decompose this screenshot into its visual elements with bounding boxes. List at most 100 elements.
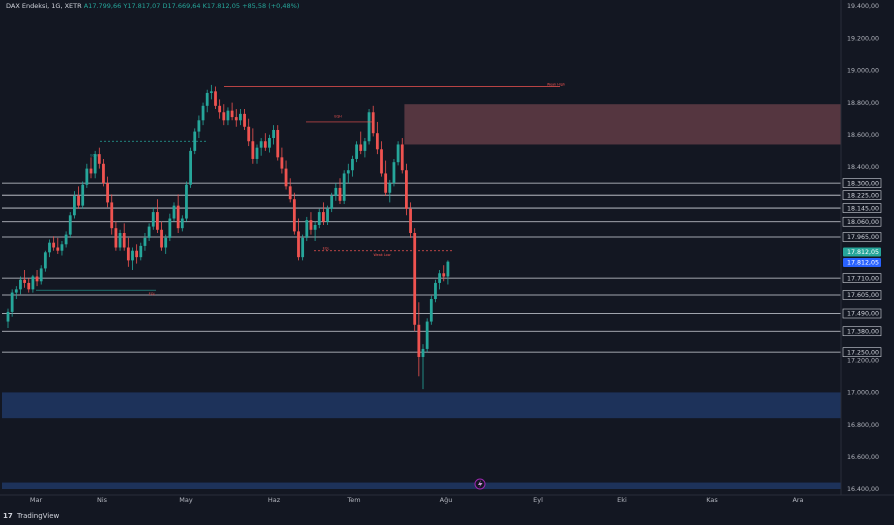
candle-body-47 <box>201 105 205 121</box>
candle-body-57 <box>243 113 246 127</box>
candle-body-53 <box>226 110 230 121</box>
price-label-green-badge <box>843 247 881 257</box>
replay-lightning-icon[interactable] <box>474 478 486 490</box>
level-label-9-frame <box>842 347 882 357</box>
candle-body-93 <box>392 162 396 184</box>
candle-body-75 <box>317 212 321 225</box>
price-label-blue-badge <box>843 257 881 267</box>
x-tick-8: Kas <box>706 496 718 504</box>
tradingview-brand[interactable]: 17 TradingView <box>3 512 59 520</box>
level-label-2-frame <box>842 203 882 213</box>
y-tick-4: 18.600,00 <box>847 132 879 139</box>
candle-body-86 <box>363 141 367 151</box>
candle-body-5 <box>27 282 31 290</box>
candle-body-27 <box>118 233 122 248</box>
candle-body-71 <box>301 237 305 258</box>
time-axis[interactable]: Mar Nis May Haz Tem Ağu Eyl Eki Kas Ara <box>30 496 804 504</box>
x-tick-0: Mar <box>30 496 43 504</box>
candle-body-60 <box>255 147 259 159</box>
candle-body-37 <box>160 229 163 248</box>
candle-body-8 <box>39 268 43 282</box>
candle-body-7 <box>35 276 39 282</box>
candle-body-58 <box>247 126 251 142</box>
candle-body-94 <box>396 144 400 163</box>
candle-body-33 <box>143 237 147 246</box>
annotation-label-1: EQH <box>90 153 98 157</box>
level-label-8: 17.380,00 <box>847 328 879 335</box>
candle-body-88 <box>371 112 375 134</box>
candle-body-39 <box>168 218 172 238</box>
y-tick-8: 16.800,00 <box>847 422 879 429</box>
candle-body-19 <box>85 168 89 185</box>
candle-body-3 <box>19 279 22 290</box>
symbol-name[interactable]: DAX Endeksi, 1G, XETR <box>6 2 82 10</box>
candle-body-45 <box>193 131 197 151</box>
level-label-7-frame <box>842 308 882 319</box>
candle-body-84 <box>355 144 358 159</box>
candle-body-90 <box>380 149 383 174</box>
x-tick-4: Tem <box>346 496 360 504</box>
candle-body-46 <box>197 120 201 132</box>
candle-body-54 <box>230 110 234 118</box>
candle-body-96 <box>405 170 408 209</box>
candle-body-101 <box>425 321 429 349</box>
candle-body-13 <box>60 244 64 251</box>
candle-body-24 <box>106 183 109 203</box>
level-label-5-frame <box>842 273 882 283</box>
annotation-label-3: EQL <box>323 247 330 251</box>
candle-body-62 <box>263 141 267 148</box>
y-tick-5: 18.400,00 <box>847 164 879 171</box>
symbol-header: DAX Endeksi, 1G, XETR A17.799,66 Y17.817… <box>6 2 299 10</box>
candle-body-85 <box>359 144 363 151</box>
candle-body-89 <box>375 133 379 150</box>
y-tick-3: 18.800,00 <box>847 100 879 107</box>
level-label-1-frame <box>842 190 882 200</box>
level-label-4-frame <box>842 232 882 242</box>
candle-body-36 <box>156 212 159 230</box>
candle-body-79 <box>334 187 338 196</box>
candle-body-82 <box>346 170 350 174</box>
candle-body-55 <box>234 117 238 121</box>
candle-body-65 <box>276 129 280 158</box>
candle-body-87 <box>367 112 371 142</box>
x-tick-1: Nis <box>97 496 108 504</box>
candle-body-23 <box>102 163 105 184</box>
annotation-label-0: Weak High <box>547 83 565 87</box>
candle-body-0 <box>6 311 10 322</box>
candle-body-41 <box>176 205 180 229</box>
change-value: +85,58 (+0,48%) <box>242 2 300 10</box>
candle-body-50 <box>214 91 217 106</box>
candle-body-104 <box>438 273 441 283</box>
candle-body-63 <box>268 138 271 148</box>
candle-body-105 <box>442 273 446 277</box>
candle-body-52 <box>222 112 226 121</box>
candle-body-15 <box>68 215 72 235</box>
candle-body-43 <box>185 184 188 219</box>
candle-body-91 <box>384 173 388 193</box>
brand-name: TradingView <box>16 512 60 520</box>
candle-body-49 <box>209 91 213 93</box>
candle-body-38 <box>164 237 168 248</box>
candle-body-61 <box>259 141 263 148</box>
candle-body-51 <box>218 105 222 113</box>
annotation-label-2: EQH <box>334 115 342 119</box>
x-tick-6: Eyl <box>533 496 543 504</box>
candle-body-97 <box>409 208 412 234</box>
level-label-8-frame <box>842 326 882 337</box>
candle-body-102 <box>429 299 433 322</box>
supply-zone-0 <box>404 104 841 145</box>
level-label-6: 17.605,00 <box>847 292 879 299</box>
candle-body-48 <box>205 92 209 106</box>
candle-body-14 <box>64 234 68 245</box>
candle-body-20 <box>89 168 93 174</box>
x-tick-7: Eki <box>617 496 627 504</box>
level-label-0-frame <box>842 178 882 188</box>
candle-body-17 <box>77 195 80 206</box>
candle-body-22 <box>97 154 101 164</box>
price-axis[interactable]: 19.400,00 19.200,00 19.000,00 18.800,00 18.6… <box>842 3 882 493</box>
candle-body-31 <box>135 250 139 258</box>
level-label-2: 18.145,00 <box>847 205 879 212</box>
price-label-blue: 17.812,05 <box>847 260 879 267</box>
high-value: Y17.817,07 <box>123 2 161 10</box>
